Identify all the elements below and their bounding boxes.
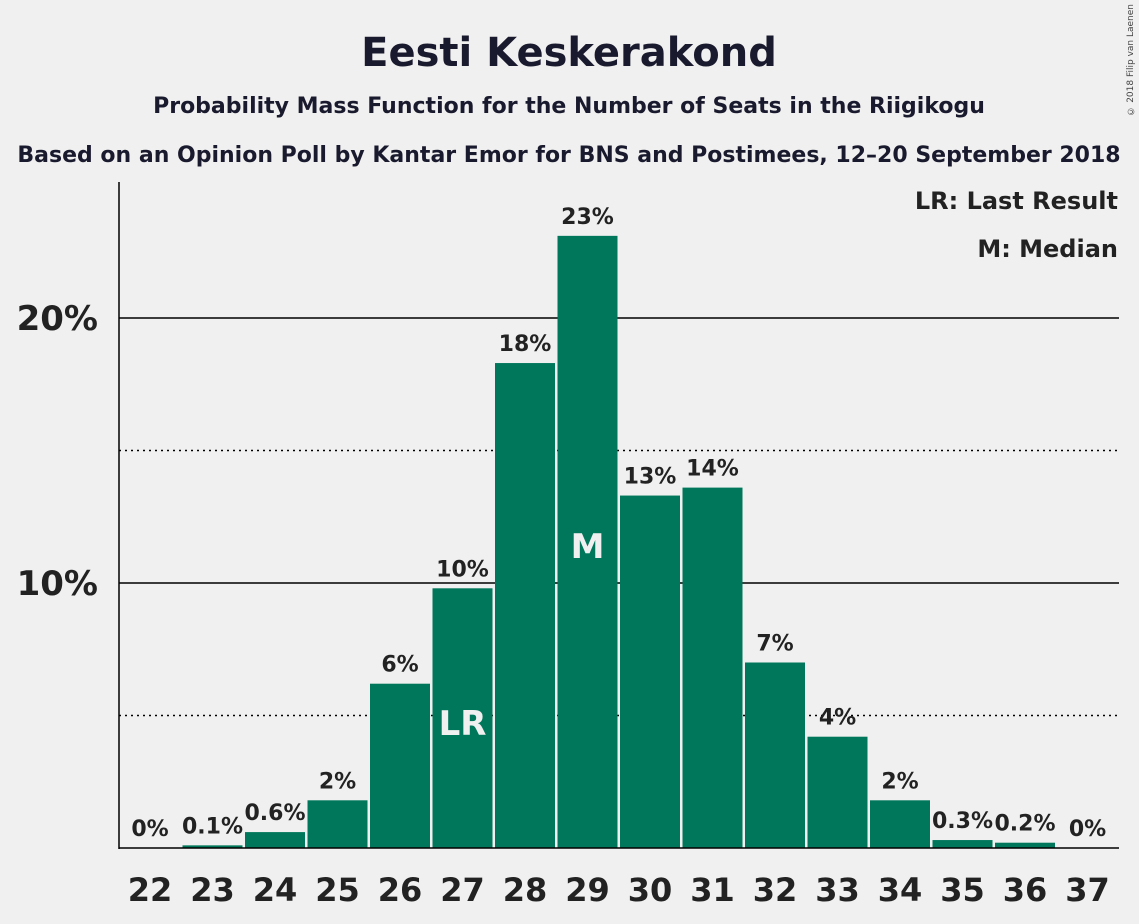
x-tick-label-32: 32: [753, 871, 798, 909]
data-label-24: 0.6%: [244, 801, 305, 826]
data-label-25: 2%: [319, 769, 356, 794]
bar-28: [495, 363, 555, 848]
chart-title: Eesti Keskerakond: [361, 30, 777, 76]
bar-33: [807, 736, 868, 848]
data-label-28: 18%: [499, 332, 552, 357]
legend-last-result: LR: Last Result: [915, 187, 1118, 215]
x-tick-label-24: 24: [253, 871, 298, 909]
data-label-30: 13%: [624, 465, 677, 490]
data-label-23: 0.1%: [182, 814, 243, 839]
x-tick-label-34: 34: [878, 871, 923, 909]
gridlines: [119, 317, 1119, 717]
bars: [182, 235, 1055, 849]
x-tick-label-36: 36: [1003, 871, 1048, 909]
x-tick-label-31: 31: [690, 871, 735, 909]
x-tick-label-26: 26: [378, 871, 423, 909]
data-label-36: 0.2%: [994, 812, 1055, 837]
bar-25: [307, 800, 368, 848]
x-tick-label-37: 37: [1065, 871, 1110, 909]
x-tick-label-35: 35: [940, 871, 985, 909]
bar-29: [557, 235, 618, 849]
data-label-26: 6%: [381, 653, 418, 678]
bar-36: [995, 842, 1055, 848]
data-label-22: 0%: [131, 817, 168, 842]
bar-35: [932, 840, 993, 848]
y-tick-labels: 10% 20%: [17, 299, 98, 604]
bar-24: [245, 832, 305, 848]
copyright: © 2018 Filip van Laenen: [1126, 4, 1136, 116]
bar-32: [745, 662, 805, 848]
x-tick-label-33: 33: [815, 871, 860, 909]
data-label-35: 0.3%: [932, 809, 993, 834]
x-tick-label-27: 27: [440, 871, 485, 909]
marker-lr: LR: [439, 704, 487, 744]
data-label-31: 14%: [686, 457, 739, 482]
data-label-29: 23%: [561, 205, 614, 230]
x-tick-label-28: 28: [503, 871, 548, 909]
x-tick-label-30: 30: [628, 871, 673, 909]
data-label-32: 7%: [756, 632, 793, 657]
bar-31: [682, 487, 743, 848]
bar-34: [870, 800, 930, 848]
data-label-27: 10%: [436, 557, 489, 582]
bar-30: [620, 495, 680, 848]
chart-subtitle-poll: Based on an Opinion Poll by Kantar Emor …: [17, 143, 1120, 168]
y-tick-label: 20%: [17, 299, 98, 339]
x-tick-labels: 22 23 24 25 26 27 28 29 30 31 32 33 34 35 36 37: [128, 871, 1110, 909]
y-tick-label: 10%: [17, 564, 98, 604]
bar-27: [432, 588, 493, 848]
marker-m: M: [571, 527, 605, 567]
chart-subtitle: Probability Mass Function for the Number…: [153, 94, 985, 119]
data-label-33: 4%: [819, 706, 856, 731]
data-label-37: 0%: [1069, 817, 1106, 842]
data-label-34: 2%: [881, 769, 918, 794]
bar-23: [182, 845, 243, 848]
data-labels: 0% 0.1%0.6%2%6%10%18%23%13% 14%7%4%2%0.3% 0…: [131, 205, 1106, 842]
legend-median: M: Median: [977, 235, 1118, 263]
x-tick-label-22: 22: [128, 871, 173, 909]
x-tick-label-25: 25: [315, 871, 360, 909]
bar-26: [370, 683, 430, 848]
x-tick-label-29: 29: [565, 871, 610, 909]
x-tick-label-23: 23: [190, 871, 235, 909]
